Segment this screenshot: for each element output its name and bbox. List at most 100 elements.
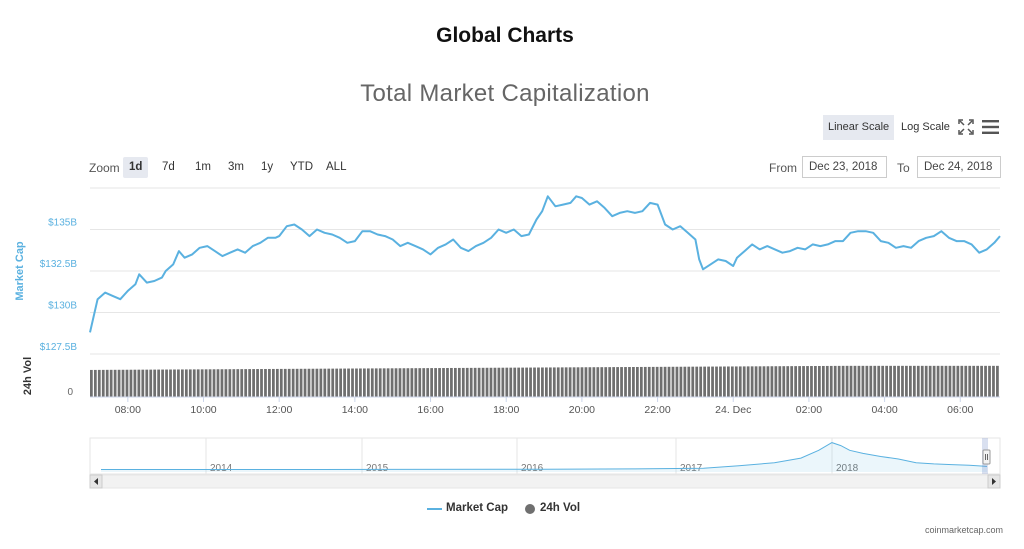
volume-bar xyxy=(707,366,710,397)
volume-bar xyxy=(560,367,564,397)
volume-bar xyxy=(272,368,275,397)
volume-bar xyxy=(612,367,616,397)
volume-bar xyxy=(667,366,671,397)
hamburger-menu-icon[interactable] xyxy=(982,120,999,134)
volume-bar xyxy=(952,365,956,397)
volume-bar xyxy=(192,369,196,397)
market-cap-line[interactable] xyxy=(89,195,1001,333)
volume-bar xyxy=(885,365,889,397)
x-tick-label: 16:00 xyxy=(417,404,443,416)
navigator-year-label: 2014 xyxy=(210,463,233,474)
volume-bar xyxy=(734,366,738,397)
volume-bar xyxy=(473,367,477,397)
volume-bar xyxy=(268,368,271,397)
volume-bar xyxy=(936,365,940,397)
volume-bar xyxy=(948,365,952,397)
zoom-button-1m[interactable]: 1m xyxy=(195,161,211,173)
navigator-handle[interactable] xyxy=(982,449,991,465)
volume-bar xyxy=(825,365,829,397)
volume-bar xyxy=(220,369,224,397)
volume-bar xyxy=(339,368,343,397)
volume-bar xyxy=(889,365,892,397)
to-date-input[interactable]: Dec 24, 2018 xyxy=(917,156,1001,178)
volume-bar xyxy=(568,367,572,397)
volume-bar xyxy=(517,367,521,397)
volume-bar xyxy=(916,365,920,397)
volume-bar xyxy=(552,367,556,397)
zoom-button-3m[interactable]: 3m xyxy=(228,161,244,173)
volume-bar xyxy=(366,368,370,397)
volume-bar xyxy=(363,368,366,397)
volume-bar xyxy=(972,365,976,397)
volume-bar xyxy=(513,367,517,397)
volume-bar xyxy=(97,369,101,397)
fullscreen-icon[interactable] xyxy=(958,119,974,135)
volume-bar xyxy=(212,369,216,397)
from-date-input[interactable]: Dec 23, 2018 xyxy=(802,156,887,178)
volume-bar xyxy=(200,369,204,397)
volume-bar xyxy=(723,366,726,397)
volume-bar xyxy=(442,368,445,397)
volume-bar xyxy=(188,369,192,397)
volume-bar xyxy=(90,369,93,397)
volume-bar xyxy=(861,365,865,397)
x-tick-label: 06:00 xyxy=(947,404,973,416)
volume-bar xyxy=(893,365,896,397)
credit-link[interactable]: coinmarketcap.com xyxy=(925,525,1004,535)
volume-bar xyxy=(252,369,255,397)
volume-bar xyxy=(149,369,153,397)
volume-bar xyxy=(450,367,453,397)
volume-bar xyxy=(556,367,560,397)
navigator[interactable]: 20142015201620172018 xyxy=(89,437,1001,489)
x-tick-label: 04:00 xyxy=(871,404,897,416)
volume-bar xyxy=(616,367,619,397)
volume-bar xyxy=(256,369,259,397)
x-axis-ticks: 08:00 10:00 12:00 14:00 16:00 18:00 20:00 22:00… xyxy=(115,397,974,416)
volume-bar xyxy=(588,367,592,397)
volume-bar xyxy=(912,365,916,397)
volume-bar xyxy=(608,367,612,397)
volume-bar xyxy=(592,367,596,397)
volume-bar xyxy=(169,369,172,397)
zoom-button-1d[interactable]: 1d xyxy=(123,157,149,178)
volume-bar xyxy=(984,365,987,397)
zoom-button-ytd[interactable]: YTD xyxy=(290,161,313,173)
volume-bar xyxy=(509,367,513,397)
volume-bar xyxy=(521,367,525,397)
volume-bar xyxy=(481,367,485,397)
grid-lines xyxy=(90,187,1000,355)
volume-bar xyxy=(604,367,608,397)
volume-bar xyxy=(422,368,426,397)
volume-bar xyxy=(129,369,133,397)
navigator-scrollbar[interactable] xyxy=(89,474,1001,489)
volume-bar xyxy=(849,365,853,397)
linear-scale-button[interactable]: Linear Scale xyxy=(823,115,895,140)
volume-bar xyxy=(750,366,754,397)
volume-bar xyxy=(173,369,176,397)
volume-bar xyxy=(632,367,635,397)
volume-bar xyxy=(485,367,489,397)
volume-bar xyxy=(802,366,805,397)
volume-bar xyxy=(307,368,311,397)
volume-bar xyxy=(287,368,291,397)
volume-bar xyxy=(897,365,900,397)
zoom-button-1y[interactable]: 1y xyxy=(261,161,274,173)
zoom-button-all[interactable]: ALL xyxy=(326,161,347,173)
volume-bar xyxy=(335,368,339,397)
legend-dot-icon xyxy=(525,504,535,514)
volume-bar xyxy=(406,368,410,397)
x-tick-label: 02:00 xyxy=(796,404,822,416)
volume-bar xyxy=(905,365,908,397)
volume-bar xyxy=(643,366,647,397)
volume-bar xyxy=(93,369,97,397)
x-tick-label: 18:00 xyxy=(493,404,519,416)
log-scale-button[interactable]: Log Scale xyxy=(901,121,950,133)
volume-bar xyxy=(378,368,382,397)
zoom-button-7d[interactable]: 7d xyxy=(162,161,175,173)
volume-bar xyxy=(869,365,873,397)
navigator-year-label: 2016 xyxy=(521,463,544,474)
volume-bar xyxy=(976,365,980,397)
page-title: Global Charts xyxy=(436,24,574,47)
volume-bar xyxy=(679,366,683,397)
legend-line-icon xyxy=(427,508,442,510)
